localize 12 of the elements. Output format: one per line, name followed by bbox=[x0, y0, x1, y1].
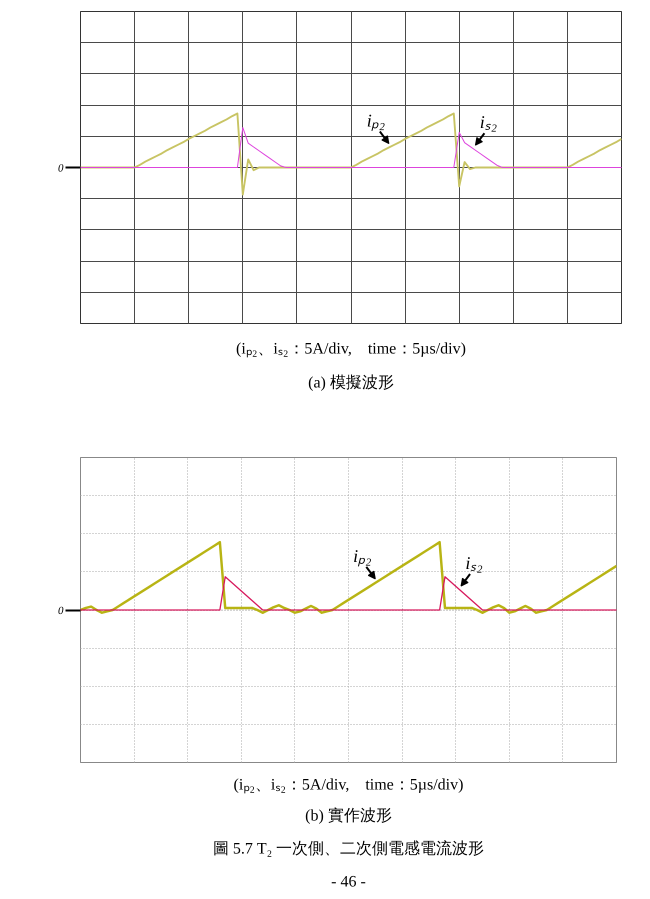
text: (iₚ₂、iₛ₂：5A/div, time：5µs/div) bbox=[236, 340, 466, 358]
series-label: iₚ₂ bbox=[366, 110, 386, 132]
text: (a) 模擬波形 bbox=[308, 374, 394, 392]
text: (iₚ₂、iₛ₂：5A/div, time：5µs/div) bbox=[234, 776, 464, 794]
series-label: iₛ₂ bbox=[465, 553, 483, 574]
series-label: iₚ₂ bbox=[353, 546, 372, 567]
text: (b) 實作波形 bbox=[305, 806, 392, 824]
ref-line-label: 0 bbox=[58, 605, 64, 617]
caption: 圖 5.7 T₂ 一次側、二次側電感電流波形 bbox=[212, 840, 484, 858]
text: - 46 - bbox=[331, 874, 366, 890]
ref-line-label: 0 bbox=[58, 162, 64, 174]
series-label: iₛ₂ bbox=[480, 112, 498, 132]
